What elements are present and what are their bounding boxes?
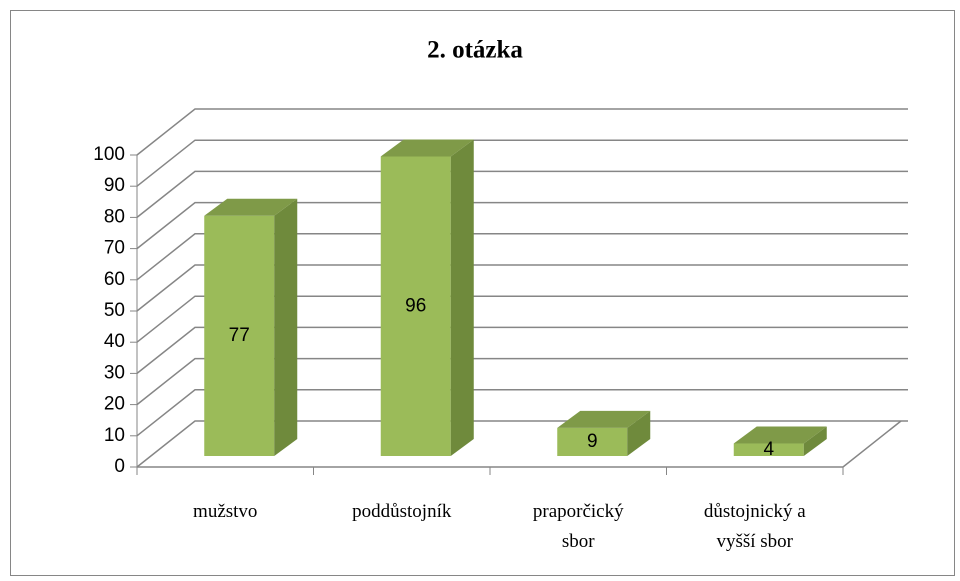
bar-top (204, 198, 298, 216)
bar-side (274, 198, 298, 456)
bar-top (557, 410, 651, 428)
y-tick-label: 10 (104, 425, 125, 446)
bar-top (380, 139, 474, 157)
y-tick-label: 60 (104, 269, 125, 290)
y-tick-label: 80 (104, 206, 125, 227)
value-label: 4 (763, 439, 774, 460)
y-tick-label: 90 (104, 175, 125, 196)
grid-line (136, 295, 908, 343)
y-tick-label: 70 (104, 238, 125, 259)
grid-line (136, 357, 908, 406)
grid-line (136, 233, 908, 281)
value-label: 9 (587, 431, 598, 452)
y-tick-label: 50 (104, 300, 125, 321)
value-label: 96 (405, 295, 426, 316)
bar-side (627, 410, 651, 456)
grid-line (136, 420, 908, 468)
chart-border (10, 10, 955, 576)
grid-line (136, 108, 908, 156)
grid-line (136, 201, 908, 250)
bar-front (380, 156, 451, 457)
bar-front (733, 443, 804, 456)
grid-line (136, 326, 908, 374)
x-tick-label: mužstvo (193, 501, 257, 522)
value-label: 77 (229, 325, 250, 346)
chart-title: 2. otázka (427, 37, 523, 64)
bar-side (803, 426, 827, 456)
y-tick-label: 0 (114, 456, 125, 477)
y-tick-label: 40 (104, 331, 125, 352)
x-tick-label: poddůstojník (352, 501, 452, 522)
bar-front (204, 215, 275, 456)
y-tick-label: 20 (104, 394, 125, 415)
bar-top (733, 426, 827, 444)
grid-line (136, 264, 908, 312)
bar-side (450, 139, 474, 457)
x-tick-label: praporčický sbor (533, 501, 624, 552)
y-tick-label: 30 (104, 362, 125, 383)
grid-line (136, 389, 908, 437)
grid-line (136, 170, 908, 218)
bar-front (557, 427, 628, 456)
grid-line (136, 139, 908, 187)
x-tick-label: důstojnický a vyšší sbor (704, 501, 806, 552)
y-tick-label: 100 (93, 144, 125, 165)
